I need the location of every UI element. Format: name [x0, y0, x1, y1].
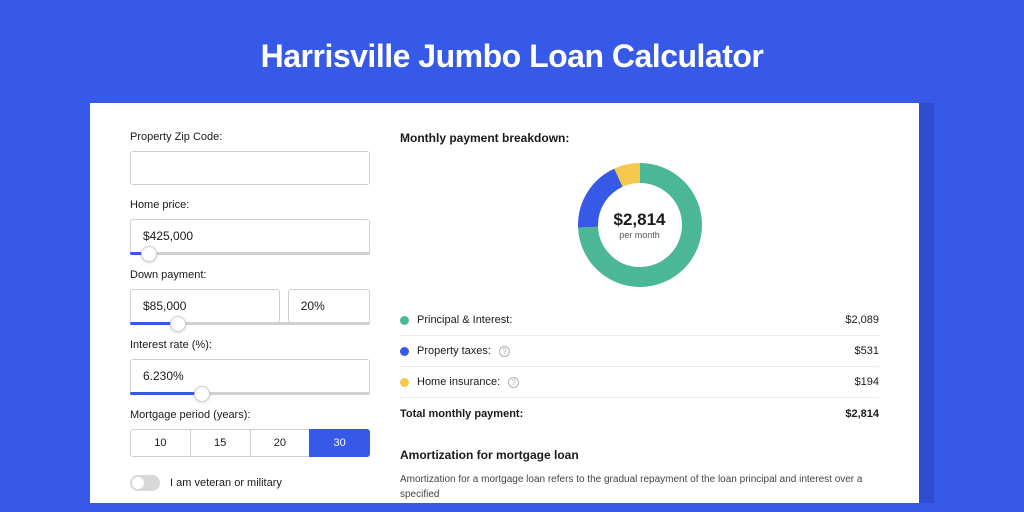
amortization-text: Amortization for a mortgage loan refers … — [400, 472, 879, 502]
mortgage-period-label: Mortgage period (years): — [130, 409, 370, 421]
period-btn-10[interactable]: 10 — [130, 429, 191, 457]
line-item-label: Home insurance: — [417, 376, 500, 388]
period-btn-30[interactable]: 30 — [309, 429, 370, 457]
info-icon[interactable]: ? — [499, 346, 510, 357]
line-item: Property taxes:? $531 — [400, 336, 879, 367]
calculator-card: Property Zip Code: Home price: Down paym… — [90, 103, 919, 503]
form-column: Property Zip Code: Home price: Down paym… — [130, 131, 370, 503]
period-button-group: 10152030 — [130, 429, 370, 457]
donut-chart: $2,814 per month — [578, 163, 702, 287]
line-item: Home insurance:? $194 — [400, 367, 879, 397]
legend-dot — [400, 347, 409, 356]
veteran-toggle[interactable] — [130, 475, 160, 491]
interest-rate-input[interactable] — [130, 359, 370, 393]
down-payment-pct-input[interactable] — [288, 289, 370, 323]
interest-rate-field-group: Interest rate (%): — [130, 339, 370, 395]
zip-field-group: Property Zip Code: — [130, 131, 370, 185]
mortgage-period-field-group: Mortgage period (years): 10152030 — [130, 409, 370, 457]
slider-thumb[interactable] — [141, 246, 157, 262]
total-amount: $2,814 — [845, 408, 879, 420]
period-btn-20[interactable]: 20 — [250, 429, 311, 457]
line-item-amount: $194 — [855, 376, 879, 388]
line-item-label: Principal & Interest: — [417, 314, 512, 326]
home-price-slider[interactable] — [130, 252, 370, 255]
zip-input[interactable] — [130, 151, 370, 185]
line-item-amount: $2,089 — [845, 314, 879, 326]
card-shadow: Property Zip Code: Home price: Down paym… — [90, 103, 934, 503]
page-title: Harrisville Jumbo Loan Calculator — [0, 0, 1024, 103]
donut-center-amount: $2,814 — [614, 210, 666, 230]
donut-chart-wrap: $2,814 per month — [400, 157, 879, 305]
breakdown-line-items: Principal & Interest: $2,089 Property taxe… — [400, 305, 879, 397]
total-label: Total monthly payment: — [400, 408, 523, 420]
slider-thumb[interactable] — [170, 316, 186, 332]
interest-rate-slider[interactable] — [130, 392, 370, 395]
down-payment-field-group: Down payment: — [130, 269, 370, 325]
slider-thumb[interactable] — [194, 386, 210, 402]
home-price-field-group: Home price: — [130, 199, 370, 255]
down-payment-slider[interactable] — [130, 322, 370, 325]
total-row: Total monthly payment: $2,814 — [400, 397, 879, 434]
home-price-label: Home price: — [130, 199, 370, 211]
breakdown-title: Monthly payment breakdown: — [400, 131, 879, 145]
legend-dot — [400, 316, 409, 325]
down-payment-input[interactable] — [130, 289, 280, 323]
period-btn-15[interactable]: 15 — [190, 429, 251, 457]
line-item: Principal & Interest: $2,089 — [400, 305, 879, 336]
veteran-label: I am veteran or military — [170, 477, 282, 489]
info-icon[interactable]: ? — [508, 377, 519, 388]
legend-dot — [400, 378, 409, 387]
amortization-title: Amortization for mortgage loan — [400, 448, 879, 462]
down-payment-label: Down payment: — [130, 269, 370, 281]
veteran-toggle-row: I am veteran or military — [130, 475, 370, 491]
donut-center-sub: per month — [614, 230, 666, 240]
zip-label: Property Zip Code: — [130, 131, 370, 143]
home-price-input[interactable] — [130, 219, 370, 253]
interest-rate-label: Interest rate (%): — [130, 339, 370, 351]
line-item-label: Property taxes: — [417, 345, 491, 357]
line-item-amount: $531 — [855, 345, 879, 357]
breakdown-column: Monthly payment breakdown: $2,814 per mo… — [400, 131, 879, 503]
